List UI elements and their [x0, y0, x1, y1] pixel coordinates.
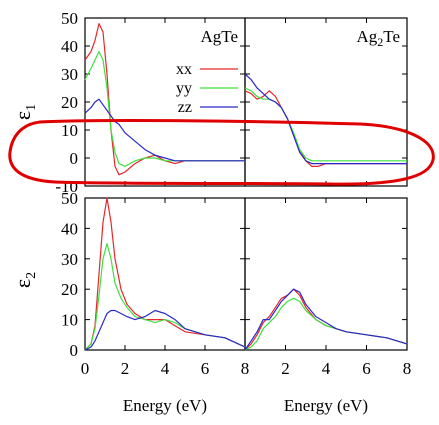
y-tick-label: 0 [70, 341, 79, 360]
x-tick-label: 4 [322, 359, 331, 378]
legend-label-yy: yy [176, 80, 192, 97]
y-tick-label: 10 [61, 311, 78, 330]
x-tick-label: 8 [403, 359, 412, 378]
legend-label-xx: xx [176, 61, 192, 78]
y-tick-label: 50 [61, 189, 78, 208]
xlabel-right: Energy (eV) [284, 396, 368, 415]
legend-label-zz: zz [178, 99, 192, 116]
panel-title-ag2te: Ag2Te [356, 27, 400, 49]
series-line-zz [84, 98, 245, 162]
series-line-zz [244, 73, 407, 165]
annotation-ellipse [8, 119, 435, 186]
y-tick-label: 20 [61, 93, 78, 112]
x-tick-label: 6 [362, 359, 371, 378]
y-tick-label: 40 [61, 219, 78, 238]
legend: xx yy zz [176, 61, 238, 116]
series-line-zz [244, 288, 408, 351]
ylabel-eps2: ε2 [10, 272, 39, 288]
y-tick-label: 30 [61, 65, 78, 84]
series-line-xx [244, 90, 407, 167]
panel-frame-eps2-agte [84, 197, 246, 351]
series-line-xx [84, 197, 246, 351]
series-line-zz [84, 309, 246, 351]
y-tick-label: 30 [61, 250, 78, 269]
y-tick-label: 20 [61, 280, 78, 299]
panel-frame-eps2-ag2te [244, 197, 408, 351]
panel-title-agte: AgTe [200, 27, 238, 46]
x-tick-label: 0 [81, 359, 90, 378]
x-tick-label: 2 [281, 359, 290, 378]
ylabel-eps1: ε1 [10, 104, 39, 120]
y-tick-label: 0 [70, 149, 79, 168]
xlabel-left: Energy (eV) [123, 396, 207, 415]
y-tick-label: 10 [61, 121, 78, 140]
x-tick-label: 4 [161, 359, 170, 378]
x-tick-label: 8 [241, 359, 250, 378]
x-tick-label: 6 [201, 359, 210, 378]
series-line-yy [244, 87, 407, 162]
x-tick-label: 2 [121, 359, 130, 378]
series-layer [84, 23, 408, 351]
series-line-xx [84, 23, 245, 176]
series-line-yy [244, 297, 408, 351]
series-line-yy [84, 243, 246, 351]
y-tick-label: 40 [61, 37, 78, 56]
y-tick-label: 50 [61, 9, 78, 28]
